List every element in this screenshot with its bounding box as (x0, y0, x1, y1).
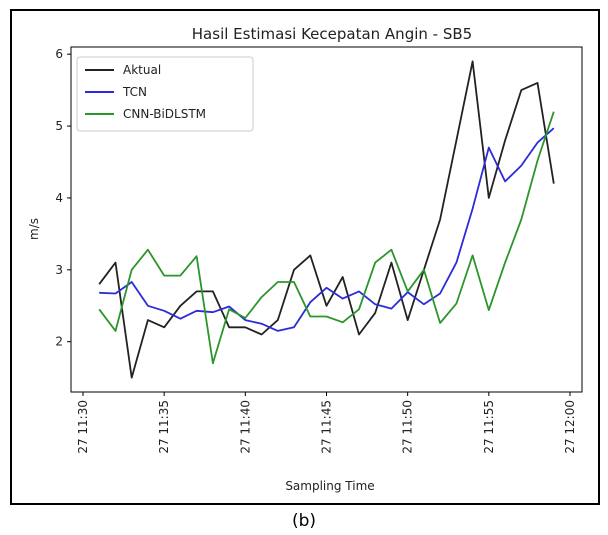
y-tick-label: 5 (55, 119, 63, 133)
y-tick-label: 3 (55, 263, 63, 277)
plot-area: 2 3 4 5 6 27 11:30 27 11:35 27 11:40 27 11:45 27 … (55, 46, 583, 454)
y-tick-label: 6 (55, 47, 63, 61)
legend: Aktual TCN CNN-BiDLSTM (76, 56, 254, 132)
series-line-tcn (99, 127, 555, 332)
chart-title: Hasil Estimasi Kecepatan Angin - SB5 (192, 25, 472, 43)
legend-label: CNN-BiDLSTM (123, 107, 206, 121)
y-tick-label: 2 (55, 335, 63, 349)
x-tick-label: 27 12:00 (563, 400, 577, 454)
x-tick-label: 27 11:50 (401, 400, 415, 454)
legend-label: Aktual (123, 63, 161, 77)
x-tick-label: 27 11:40 (238, 400, 252, 454)
figure-frame: Hasil Estimasi Kecepatan Angin - SB5 2 3 4… (10, 9, 600, 505)
x-tick-label: 27 11:35 (157, 400, 171, 454)
y-tick-label: 4 (55, 191, 63, 205)
x-tick-label: 27 11:30 (76, 400, 90, 454)
legend-label: TCN (122, 85, 147, 99)
series-line-cnn-bidlstm (98, 111, 555, 365)
series-line-aktual (98, 60, 555, 379)
y-axis-label: m/s (27, 218, 41, 240)
line-chart: Hasil Estimasi Kecepatan Angin - SB5 2 3 4… (27, 25, 583, 493)
x-tick-label: 27 11:55 (482, 400, 496, 454)
x-tick-label: 27 11:45 (320, 400, 334, 454)
figure-caption: (b) (291, 511, 317, 531)
x-axis-label: Sampling Time (285, 479, 374, 493)
legend-box (76, 56, 254, 132)
